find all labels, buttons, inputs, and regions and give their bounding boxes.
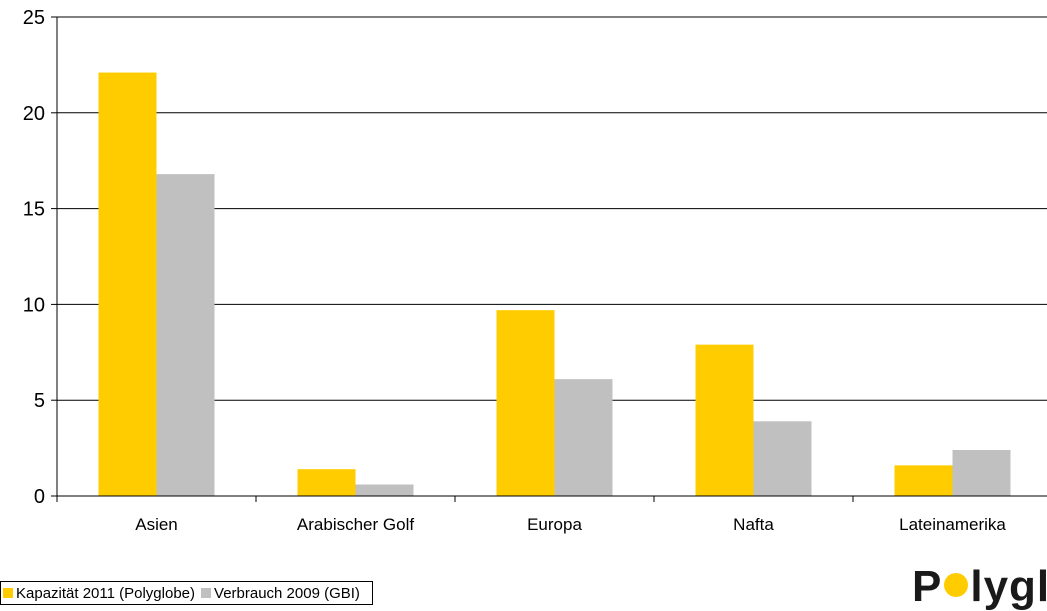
logo-text-start: P bbox=[912, 562, 943, 611]
x-category-label-3: Nafta bbox=[733, 515, 774, 534]
axes bbox=[51, 16, 1047, 502]
legend-label-kapazitaet: Kapazität 2011 (Polyglobe) bbox=[16, 584, 196, 602]
bar-arabischer-golf-series-0 bbox=[297, 469, 356, 496]
logo-text-end: lyglo bbox=[970, 562, 1047, 611]
y-tick-label-10: 10 bbox=[23, 294, 45, 316]
y-tick-label-0: 0 bbox=[34, 486, 45, 508]
bar-nafta-series-1 bbox=[753, 421, 812, 496]
y-tick-label-25: 25 bbox=[23, 7, 45, 29]
logo-dot bbox=[944, 573, 969, 597]
bar-lateinamerika-series-1 bbox=[952, 450, 1011, 496]
gridlines bbox=[57, 16, 1047, 401]
x-category-label-2: Europa bbox=[527, 515, 582, 534]
y-tick-label-20: 20 bbox=[23, 103, 45, 125]
bar-chart: 0 5 10 15 20 25 Asien Arabischer Golf Europa Naf… bbox=[23, 7, 1047, 534]
bar-lateinamerika-series-0 bbox=[894, 465, 953, 496]
bar-asien-series-0 bbox=[98, 72, 157, 497]
x-category-label-0: Asien bbox=[135, 515, 178, 534]
polyglobe-logo: Plyglo bbox=[912, 565, 1047, 609]
bar-europa-series-0 bbox=[496, 310, 555, 496]
legend-item-verbrauch: Verbrauch 2009 (GBI) bbox=[201, 585, 360, 602]
legend-item-kapazitaet: Kapazität 2011 (Polyglobe) bbox=[3, 585, 195, 602]
bar-europa-series-1 bbox=[554, 379, 613, 496]
y-tick-label-5: 5 bbox=[34, 390, 45, 412]
legend-swatch-verbrauch bbox=[201, 588, 212, 598]
legend: Kapazität 2011 (Polyglobe) Verbrauch 200… bbox=[0, 581, 373, 605]
bar-asien-series-1 bbox=[156, 174, 215, 496]
bars bbox=[98, 72, 1011, 497]
x-category-labels: Asien Arabischer Golf Europa Nafta Lateiname… bbox=[135, 515, 1006, 534]
bar-nafta-series-0 bbox=[695, 344, 754, 496]
legend-swatch-kapazitaet bbox=[3, 588, 13, 598]
y-tick-label-15: 15 bbox=[23, 199, 45, 221]
x-category-label-1: Arabischer Golf bbox=[297, 515, 414, 534]
legend-label-verbrauch: Verbrauch 2009 (GBI) bbox=[214, 584, 360, 602]
x-category-label-4: Lateinamerika bbox=[899, 515, 1006, 534]
y-tick-labels: 0 5 10 15 20 25 bbox=[23, 7, 45, 508]
bar-arabischer-golf-series-1 bbox=[355, 484, 414, 496]
